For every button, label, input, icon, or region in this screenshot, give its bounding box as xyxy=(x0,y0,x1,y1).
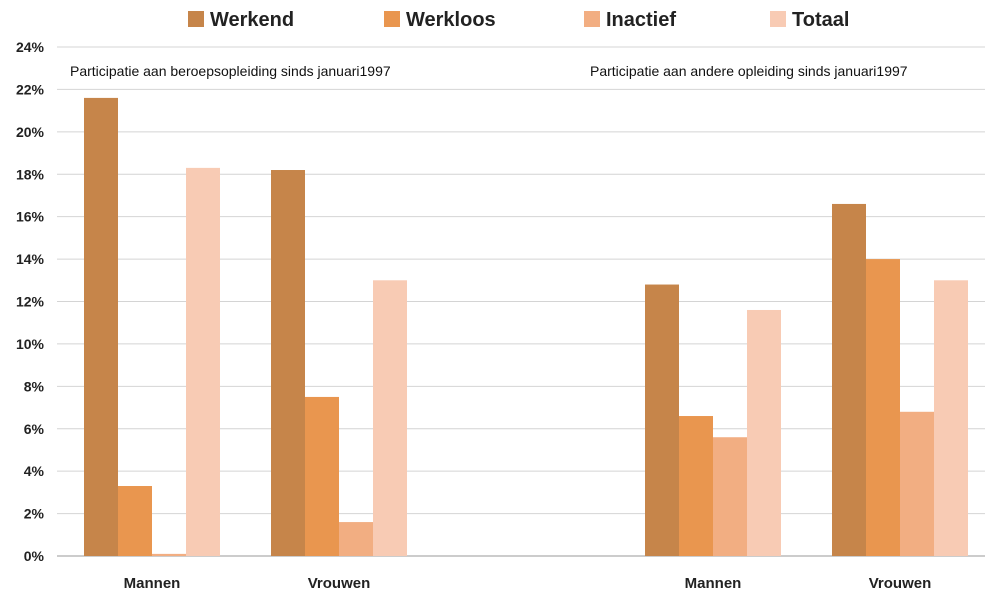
x-category-label: Mannen xyxy=(124,575,181,592)
bar-totaal xyxy=(934,280,968,556)
bar-werkend xyxy=(832,203,866,557)
legend-label: Inactief xyxy=(606,9,676,31)
y-tick-label: 10% xyxy=(16,336,45,352)
bar-inactief xyxy=(713,437,747,556)
bar-werkloos xyxy=(118,486,152,556)
legend: Werkend Werkloos Inactief Totaal xyxy=(188,9,849,31)
legend-swatch xyxy=(770,11,786,27)
bar-totaal xyxy=(373,280,407,556)
bar-werkend xyxy=(271,170,305,556)
y-tick-label: 4% xyxy=(24,463,45,479)
y-tick-label: 0% xyxy=(24,548,45,564)
panel-annotation: Participatie aan beroepsopleiding sinds … xyxy=(70,63,391,79)
legend-label: Werkloos xyxy=(406,9,496,31)
bar-totaal xyxy=(186,167,220,556)
y-tick-label: 22% xyxy=(16,81,45,97)
legend-swatch xyxy=(584,11,600,27)
y-tick-label: 12% xyxy=(16,294,45,310)
y-axis-tick-labels: 0% 2% 4% 6% 8% 10% 12% 14% 16% 18% 20% 22% 24% xyxy=(16,39,45,564)
y-tick-label: 20% xyxy=(16,124,45,140)
legend-label: Werkend xyxy=(210,9,294,31)
x-category-label: Vrouwen xyxy=(869,575,932,592)
bar-inactief xyxy=(152,553,186,556)
y-tick-label: 14% xyxy=(16,251,45,267)
bar-werkend xyxy=(645,284,679,556)
x-category-label: Vrouwen xyxy=(308,575,371,592)
x-category-label: Mannen xyxy=(685,575,742,592)
bar-werkloos xyxy=(679,416,713,556)
legend-swatch xyxy=(188,11,204,27)
bar-totaal xyxy=(747,309,781,556)
y-tick-label: 8% xyxy=(24,378,45,394)
bar-inactief xyxy=(900,411,934,556)
y-tick-label: 18% xyxy=(16,166,45,182)
bar-inactief xyxy=(339,522,373,556)
legend-label: Totaal xyxy=(792,9,849,31)
y-tick-label: 24% xyxy=(16,39,45,55)
y-tick-label: 6% xyxy=(24,421,45,437)
panel-annotations: Participatie aan beroepsopleiding sinds … xyxy=(70,63,908,79)
bar-werkloos xyxy=(305,396,339,556)
x-axis-category-labels: Mannen Vrouwen Mannen Vrouwen xyxy=(124,575,932,592)
bar-werkend xyxy=(84,97,118,557)
bar-werkloos xyxy=(866,259,900,556)
panel-annotation: Participatie aan andere opleiding sinds … xyxy=(590,63,908,79)
bars xyxy=(84,97,968,557)
y-tick-label: 2% xyxy=(24,506,45,522)
y-tick-label: 16% xyxy=(16,209,45,225)
legend-swatch xyxy=(384,11,400,27)
